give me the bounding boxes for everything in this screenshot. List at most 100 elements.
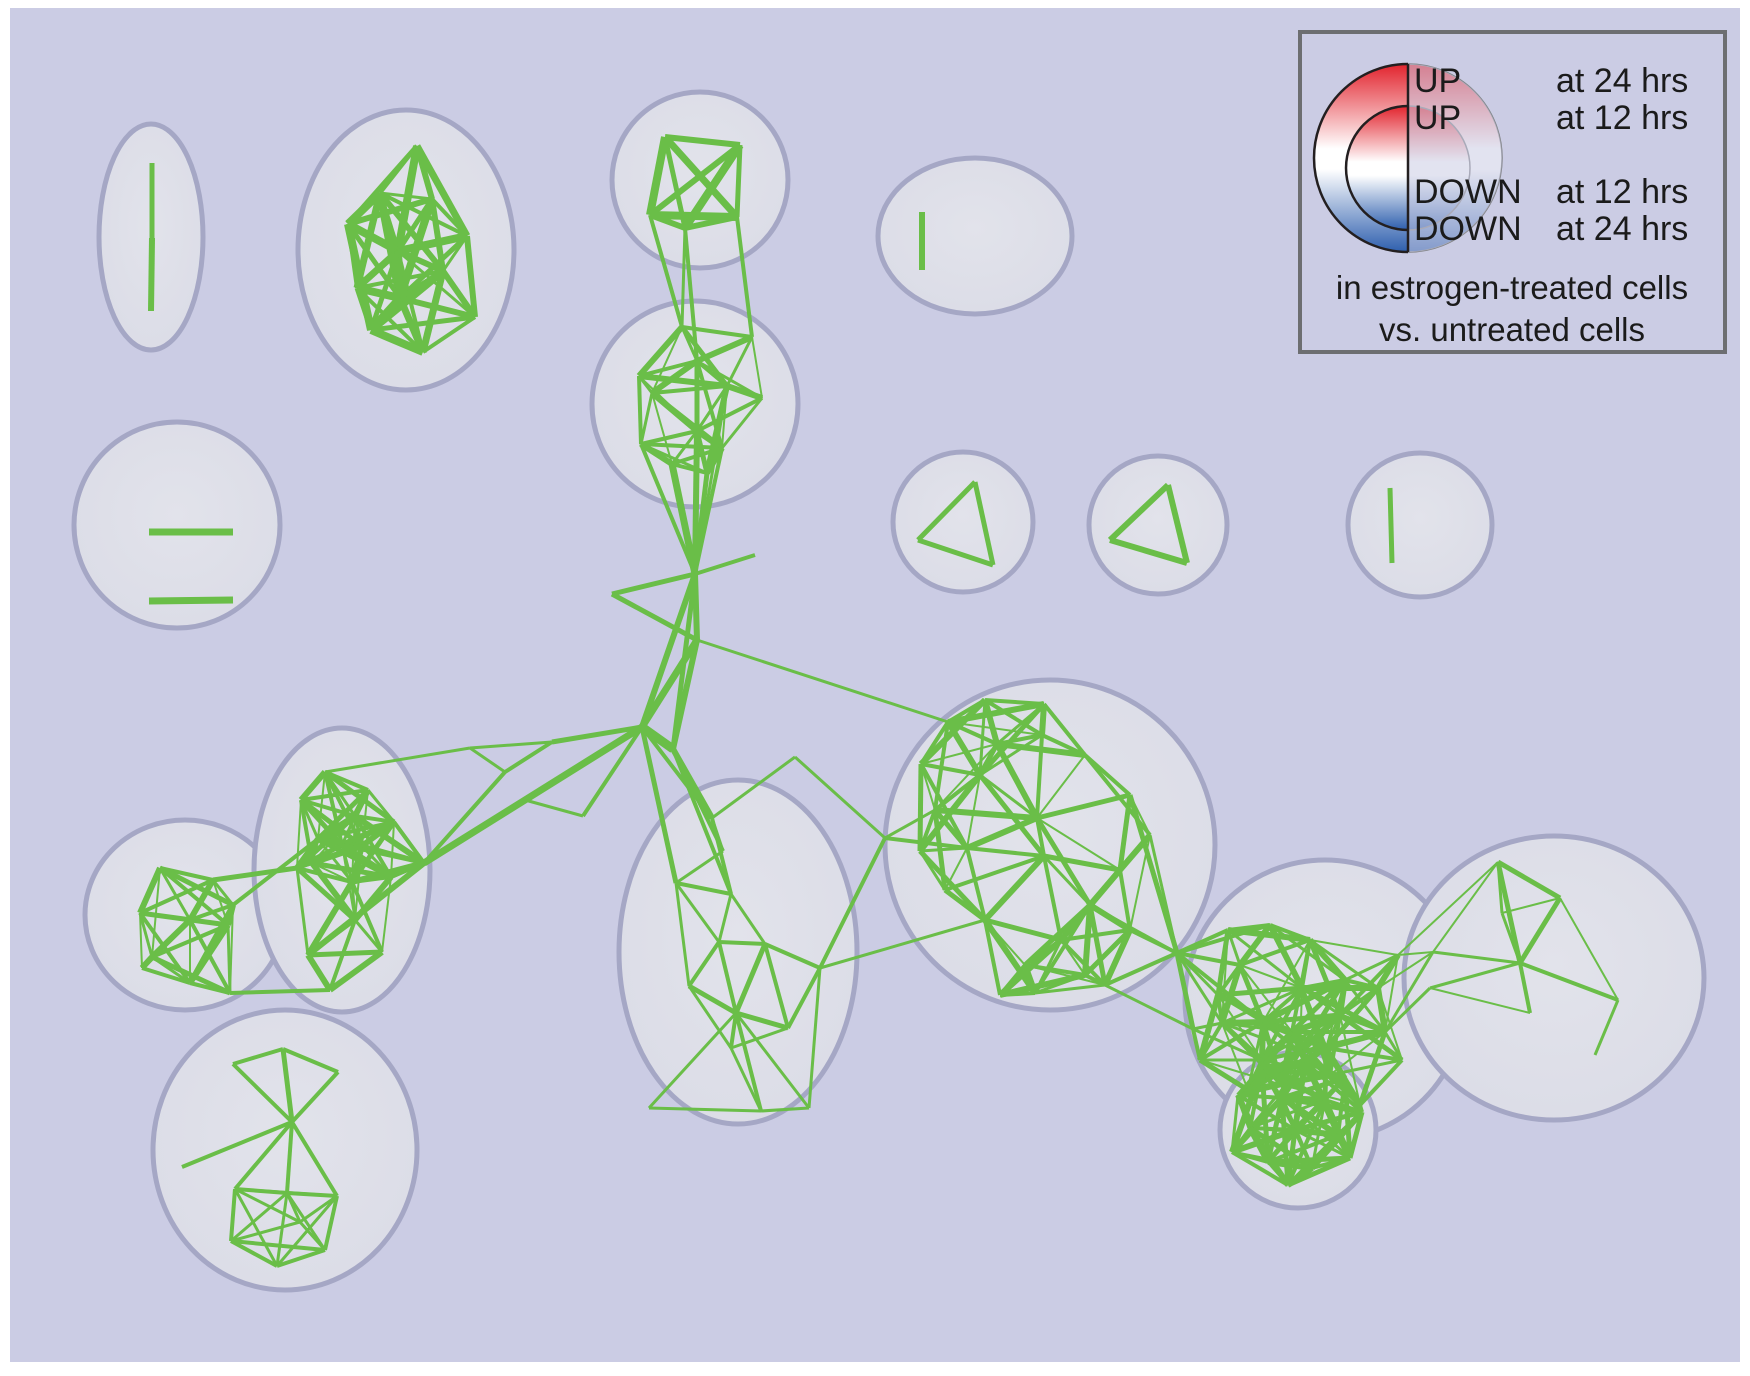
network-edge bbox=[230, 1239, 326, 1252]
network-edge bbox=[725, 336, 754, 387]
network-edge bbox=[290, 1120, 339, 1198]
network-edge bbox=[919, 763, 969, 849]
cluster-cofactor-metabolism-ellipse bbox=[875, 155, 1075, 317]
network-edge bbox=[231, 837, 320, 907]
network-edge bbox=[1060, 928, 1131, 942]
network-edge bbox=[1148, 834, 1179, 954]
network-edge bbox=[141, 966, 191, 985]
network-edge bbox=[637, 375, 643, 445]
network-edge bbox=[1397, 951, 1434, 956]
network-edge bbox=[920, 762, 981, 777]
network-edge bbox=[356, 269, 444, 290]
network-edge bbox=[793, 755, 887, 840]
network-edge bbox=[189, 903, 234, 922]
network-edge bbox=[1104, 983, 1194, 1031]
network-edge bbox=[734, 1012, 811, 1109]
cluster-mhc-ii-receptor-ellipse bbox=[890, 449, 1036, 595]
network-edge bbox=[1335, 1133, 1353, 1160]
network-edge bbox=[1118, 869, 1132, 931]
network-edge bbox=[671, 748, 733, 895]
network-edge bbox=[999, 972, 1086, 998]
network-edge bbox=[370, 314, 476, 333]
legend-up-12-time: at 12 hrs bbox=[1556, 99, 1688, 137]
network-edge bbox=[1281, 1096, 1351, 1160]
network-edge bbox=[229, 1188, 237, 1242]
network-edge bbox=[680, 227, 687, 328]
network-edge bbox=[1104, 951, 1178, 987]
network-edge bbox=[323, 1195, 339, 1251]
network-edge bbox=[282, 1047, 339, 1074]
network-edge bbox=[730, 1026, 789, 1050]
network-edge bbox=[729, 1047, 763, 1112]
network-edge bbox=[1221, 986, 1303, 1025]
network-edge bbox=[1107, 482, 1171, 543]
network-edge bbox=[647, 1011, 738, 1110]
network-edge bbox=[998, 963, 1027, 997]
network-edge bbox=[230, 1220, 301, 1243]
network-edge bbox=[1518, 962, 1532, 1014]
network-edge bbox=[356, 284, 401, 302]
network-edge bbox=[1291, 987, 1303, 1033]
network-edge bbox=[735, 1010, 789, 1031]
network-edge bbox=[422, 770, 507, 865]
network-edge bbox=[1325, 1029, 1386, 1051]
network-edge bbox=[138, 912, 154, 958]
network-edge bbox=[1309, 938, 1379, 990]
network-edge bbox=[1519, 961, 1619, 1002]
network-edge bbox=[1500, 912, 1522, 964]
network-edge bbox=[353, 813, 426, 866]
network-edge bbox=[638, 359, 698, 378]
legend-up-24-label: UP bbox=[1414, 62, 1461, 100]
network-edge bbox=[1165, 484, 1190, 564]
network-edge bbox=[638, 373, 728, 389]
network-edge bbox=[764, 942, 821, 970]
network-edge bbox=[1024, 964, 1106, 986]
network-edge bbox=[1383, 1031, 1404, 1061]
network-edge bbox=[1039, 703, 1047, 736]
network-edge bbox=[340, 842, 393, 880]
network-edge bbox=[226, 924, 232, 994]
network-edge bbox=[729, 893, 767, 945]
network-edge bbox=[421, 315, 477, 354]
network-edge bbox=[763, 943, 790, 1029]
network-edge bbox=[1338, 953, 1400, 1017]
network-edge bbox=[978, 702, 1046, 777]
network-edge bbox=[717, 893, 733, 943]
network-edge bbox=[300, 798, 356, 818]
network-edge bbox=[1059, 938, 1107, 987]
network-edge bbox=[717, 941, 738, 1014]
network-edge bbox=[139, 878, 214, 915]
network-edge bbox=[305, 953, 333, 992]
network-edge bbox=[611, 571, 696, 597]
network-edge bbox=[345, 190, 383, 227]
network-edge bbox=[943, 888, 987, 922]
network-edge bbox=[983, 698, 1044, 737]
network-edge bbox=[1035, 734, 1044, 819]
network-edge bbox=[1198, 1021, 1224, 1062]
cluster-microtubule-cytoskeleton-ellipse bbox=[1401, 833, 1707, 1123]
network-edge bbox=[1221, 1022, 1249, 1091]
network-edge bbox=[328, 919, 357, 991]
network-edge bbox=[1324, 1047, 1364, 1113]
network-edge bbox=[1089, 903, 1178, 955]
network-edge bbox=[1358, 1058, 1404, 1107]
network-edge bbox=[340, 819, 396, 848]
network-edge bbox=[711, 755, 796, 820]
network-edge bbox=[1496, 859, 1562, 901]
network-edge bbox=[1217, 985, 1303, 998]
network-edge bbox=[392, 820, 426, 865]
network-edge bbox=[137, 866, 163, 915]
network-edge bbox=[982, 918, 1038, 995]
network-edge bbox=[139, 912, 143, 969]
network-edge bbox=[651, 384, 728, 395]
network-edge bbox=[305, 880, 355, 957]
network-edge bbox=[1217, 994, 1263, 1061]
network-edge bbox=[674, 882, 691, 987]
network-edge bbox=[399, 295, 476, 320]
network-edge bbox=[397, 232, 468, 255]
network-edge bbox=[275, 1192, 289, 1267]
network-edge bbox=[212, 865, 298, 883]
network-edge bbox=[1432, 861, 1499, 953]
network-edge bbox=[751, 336, 763, 399]
